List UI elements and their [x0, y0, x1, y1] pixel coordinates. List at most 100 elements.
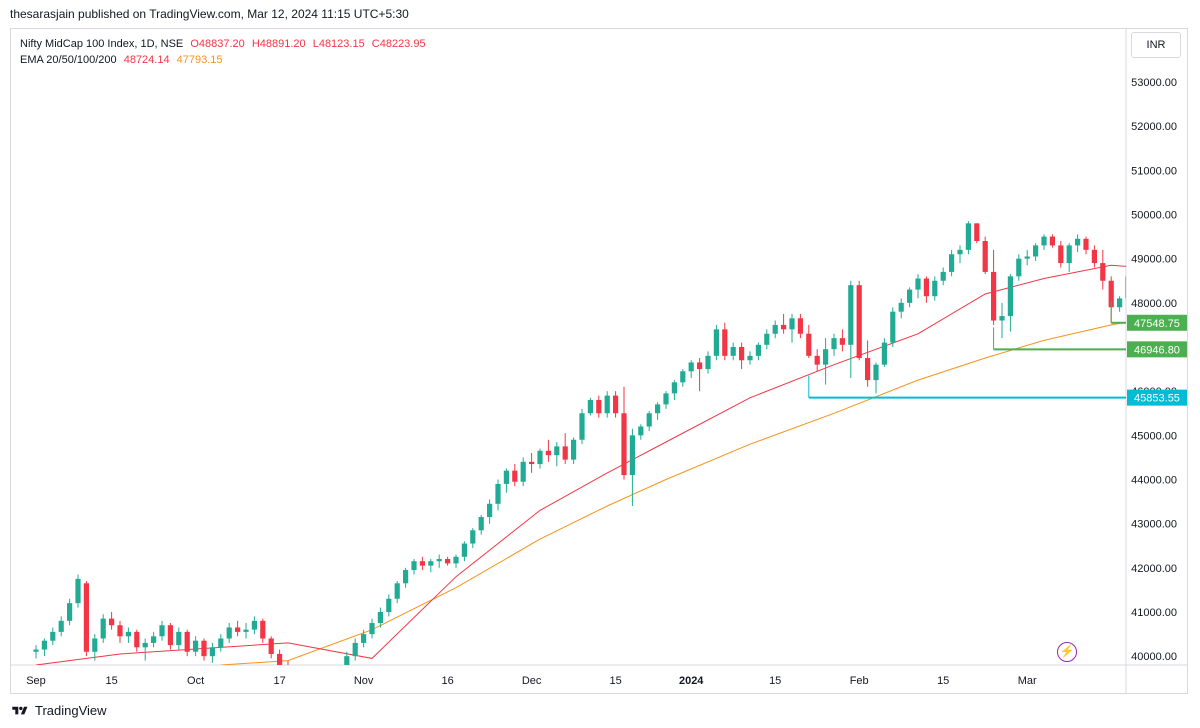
candle-body	[571, 439, 577, 460]
candle-body	[562, 446, 568, 460]
x-tick-label: Oct	[187, 675, 204, 687]
currency-button[interactable]: INR	[1131, 32, 1181, 58]
candle-body	[991, 271, 997, 321]
candle-body	[554, 446, 560, 456]
candle-body	[41, 640, 47, 650]
plot-area	[33, 221, 1126, 665]
chart-frame	[10, 28, 1188, 694]
candle-body	[386, 598, 392, 612]
candle-body	[1100, 263, 1106, 281]
candle-body	[1033, 245, 1039, 257]
candle-body	[1049, 236, 1055, 246]
ema20-value: 48724.14	[123, 54, 170, 66]
candle-body	[831, 338, 837, 350]
candle-body	[688, 362, 694, 372]
candle-body	[923, 278, 929, 297]
candle-body	[529, 461, 535, 465]
candle-body	[764, 333, 770, 345]
candle-body	[419, 561, 425, 566]
candle-body	[50, 631, 56, 641]
level-price-label: 47548.75	[1134, 318, 1180, 330]
x-tick-label: 17	[273, 675, 285, 687]
candle-body	[1091, 249, 1097, 264]
candle-body	[713, 329, 719, 356]
level-price-tag	[1127, 389, 1188, 406]
x-tick-label: Nov	[354, 675, 374, 687]
x-tick-label: 16	[441, 675, 453, 687]
candle-body	[461, 543, 467, 557]
candle-body	[1016, 258, 1022, 277]
candle-body	[898, 302, 904, 312]
candle-body	[755, 344, 761, 356]
x-tick-label: 15	[937, 675, 949, 687]
candle-body	[117, 625, 123, 637]
candle-body	[470, 530, 476, 544]
candle-body	[613, 395, 619, 414]
candle-body	[655, 404, 661, 414]
candle-body	[705, 355, 711, 370]
candle-body	[873, 364, 879, 381]
candle-body	[503, 470, 509, 484]
candle-body	[520, 461, 526, 482]
candle-body	[1058, 245, 1064, 264]
candle-body	[125, 631, 131, 637]
candle-body	[781, 324, 787, 330]
candle-body	[1108, 280, 1114, 308]
chart-legend: Nifty MidCap 100 Index, 1D, NSE O48837.2…	[20, 36, 430, 68]
candle-body	[537, 450, 543, 465]
candle-body	[1083, 238, 1089, 250]
candle-body	[697, 362, 703, 370]
candle-body	[1007, 276, 1013, 317]
candle-body	[638, 426, 644, 436]
publisher-header: thesarasjain published on TradingView.co…	[10, 7, 409, 21]
candle-body	[201, 640, 207, 657]
candle-body	[890, 311, 896, 343]
y-tick-label: 53000.00	[1131, 77, 1177, 89]
y-tick-label: 40000.00	[1131, 651, 1177, 663]
candle-body	[957, 249, 963, 255]
candle-body	[411, 561, 417, 571]
candle-body	[209, 647, 215, 657]
candle-body	[797, 318, 803, 334]
candle-body	[167, 625, 173, 646]
candle-body	[394, 583, 400, 599]
candle-body	[277, 653, 283, 665]
candle-body	[75, 578, 81, 604]
candle-body	[251, 620, 257, 630]
y-tick-label: 49000.00	[1131, 254, 1177, 266]
x-tick-label: Mar	[1018, 675, 1037, 687]
candle-body	[1125, 276, 1126, 299]
lightning-icon[interactable]: ⚡	[1057, 642, 1077, 662]
y-tick-label: 50000.00	[1131, 210, 1177, 222]
candle-body	[881, 342, 887, 365]
candle-body	[915, 278, 921, 290]
candle-body	[159, 625, 165, 637]
candle-body	[1075, 238, 1081, 246]
level-price-label: 46946.80	[1134, 344, 1180, 356]
candle-body	[403, 570, 409, 584]
candle-body	[739, 347, 745, 361]
y-tick-label: 52000.00	[1131, 121, 1177, 133]
candle-body	[965, 223, 971, 250]
candle-body	[218, 638, 224, 648]
candle-body	[806, 333, 812, 356]
y-tick-label: 41000.00	[1131, 607, 1177, 619]
candle-body	[83, 583, 89, 652]
candle-body	[487, 503, 493, 518]
candle-body	[789, 318, 795, 330]
brand-label: TradingView	[35, 703, 107, 718]
x-tick-label: Dec	[522, 675, 542, 687]
candle-body	[58, 620, 64, 632]
candle-body	[67, 603, 73, 621]
candle-body	[428, 561, 434, 566]
candle-body	[142, 642, 148, 648]
candle-body	[33, 649, 39, 652]
candle-body	[839, 338, 845, 345]
candle-body	[1117, 298, 1123, 308]
candle-body	[478, 517, 484, 531]
candle-body	[495, 483, 501, 504]
candle-body	[596, 400, 602, 414]
candle-body	[730, 347, 736, 356]
footer-brand[interactable]: TradingView	[10, 703, 107, 718]
